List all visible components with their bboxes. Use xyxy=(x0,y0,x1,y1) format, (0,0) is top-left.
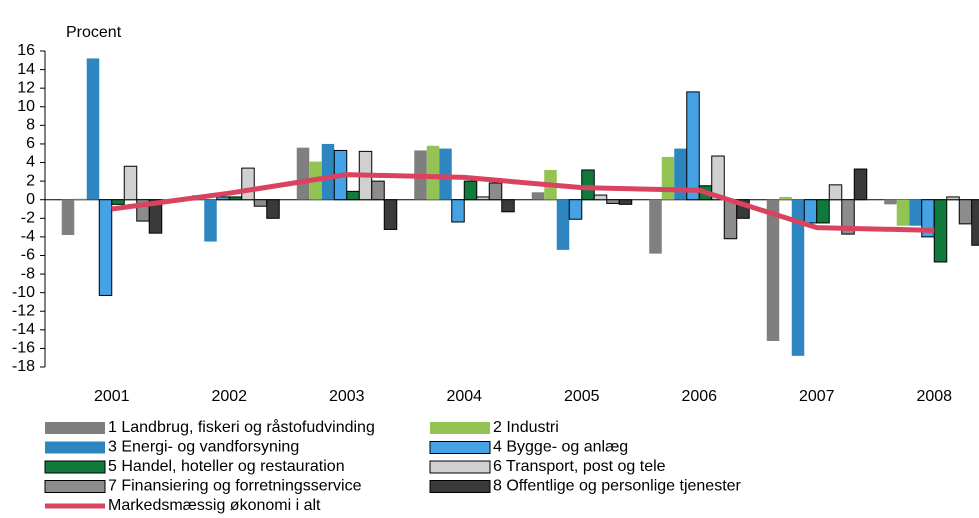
y-tick-label: 12 xyxy=(17,79,35,96)
y-tick-label: -14 xyxy=(12,321,35,338)
y-tick-label: 2 xyxy=(26,172,35,189)
y-tick-label: 8 xyxy=(26,117,35,134)
bar xyxy=(123,165,138,201)
bar xyxy=(556,199,570,250)
y-tick-label: -18 xyxy=(12,358,35,375)
legend-label: 8 Offentlige og personlige tjenester xyxy=(493,478,742,495)
legend-label: 6 Transport, post og tele xyxy=(493,458,666,475)
bar xyxy=(383,199,398,230)
bar xyxy=(501,199,515,213)
y-tick-label: 0 xyxy=(26,191,35,208)
bar xyxy=(321,143,335,200)
bar xyxy=(884,199,897,205)
bar xyxy=(463,180,478,201)
x-tick-label: 2003 xyxy=(329,388,365,405)
bar xyxy=(803,199,818,224)
bar xyxy=(606,199,620,204)
bar xyxy=(439,148,452,200)
y-tick-label: -2 xyxy=(21,210,35,227)
legend-label: 4 Bygge- og anlæg xyxy=(493,439,628,456)
bar xyxy=(98,199,113,296)
legend-label: 1 Landbrug, fiskeri og råstofudvinding xyxy=(108,418,375,436)
bar xyxy=(958,199,973,225)
bar xyxy=(253,199,268,207)
y-tick-label: 4 xyxy=(26,154,35,171)
bar xyxy=(74,198,87,200)
bar xyxy=(661,156,675,200)
legend-swatch xyxy=(429,460,491,474)
bar xyxy=(779,196,792,200)
bar xyxy=(686,91,700,201)
bar xyxy=(711,155,725,201)
legend-label: 5 Handel, hoteller og restauration xyxy=(108,458,345,475)
y-tick-label: 16 xyxy=(17,42,35,59)
legend-swatch xyxy=(429,441,491,454)
bar xyxy=(828,184,843,201)
bar xyxy=(593,194,608,201)
bar xyxy=(841,199,855,235)
bar xyxy=(791,199,805,356)
y-tick-label: -4 xyxy=(21,228,35,245)
bar xyxy=(946,196,960,201)
legend-swatch xyxy=(429,480,491,493)
y-tick-label: -10 xyxy=(12,284,35,301)
bar xyxy=(933,199,948,263)
y-axis-label: Procent xyxy=(66,24,122,41)
bar xyxy=(61,199,75,236)
bar xyxy=(896,199,910,226)
legend-label: Markedsmæssig økonomi i alt xyxy=(108,497,321,514)
legend-swatch xyxy=(44,480,106,493)
legend-label: 3 Energi- og vandforsyning xyxy=(108,439,299,456)
bar xyxy=(971,199,979,246)
bar xyxy=(346,190,360,201)
x-tick-label: 2008 xyxy=(916,388,952,405)
bar xyxy=(371,180,385,201)
bar xyxy=(296,147,310,200)
bar xyxy=(766,199,780,341)
y-tick-label: -8 xyxy=(21,265,35,282)
bar xyxy=(476,196,490,201)
bar xyxy=(451,199,465,223)
bar xyxy=(111,199,125,205)
y-tick-label: 10 xyxy=(17,98,35,115)
bar xyxy=(816,199,830,224)
y-tick-label: 6 xyxy=(26,135,35,152)
x-tick-label: 2004 xyxy=(446,388,482,405)
bar xyxy=(853,168,868,201)
legend-swatch xyxy=(430,422,490,434)
x-tick-label: 2002 xyxy=(211,388,247,405)
bar xyxy=(216,196,230,201)
x-tick-label: 2007 xyxy=(799,388,835,405)
bar xyxy=(488,182,503,201)
bar xyxy=(909,199,922,226)
bar xyxy=(228,196,243,201)
line xyxy=(111,172,935,233)
bar xyxy=(618,199,633,205)
y-tick-label: 14 xyxy=(17,61,35,78)
bar xyxy=(531,192,545,200)
y-tick-label: -12 xyxy=(12,302,35,319)
legend-label: 2 Industri xyxy=(493,419,559,436)
bar xyxy=(674,148,687,200)
y-tick-label: -16 xyxy=(12,340,35,357)
x-tick-label: 2006 xyxy=(681,388,717,405)
bar xyxy=(148,199,163,234)
bar xyxy=(581,169,595,201)
bar xyxy=(426,145,440,200)
legend-swatch xyxy=(44,460,106,474)
bar xyxy=(86,58,100,200)
bar xyxy=(266,199,280,219)
y-tick-label: -6 xyxy=(21,247,35,264)
legend-swatch xyxy=(45,422,105,434)
x-tick-label: 2005 xyxy=(564,388,600,405)
x-tick-label: 2001 xyxy=(94,388,130,405)
bar xyxy=(568,199,583,220)
bar xyxy=(723,199,738,240)
bar xyxy=(241,167,255,201)
bar xyxy=(649,199,662,254)
bar xyxy=(204,199,217,242)
legend-label: 7 Finansiering og forretningsservice xyxy=(108,478,362,495)
legend-swatch xyxy=(45,441,105,454)
